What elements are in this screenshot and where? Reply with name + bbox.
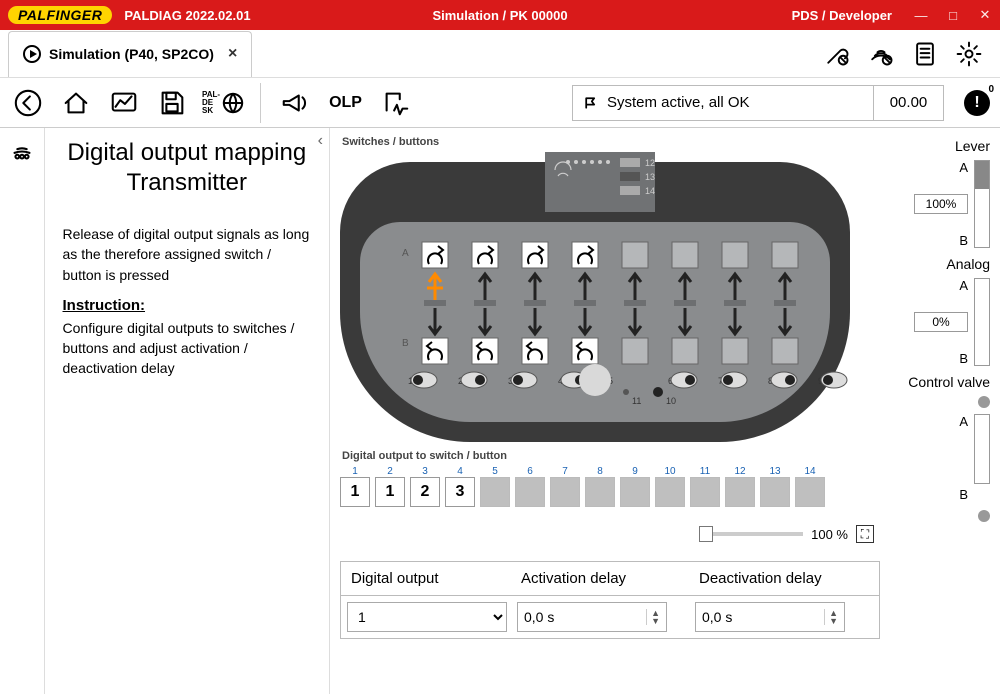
play-icon [23,45,41,63]
digout-cell-5[interactable]: 5 [480,466,510,507]
alerts-count: 0 [988,84,994,95]
paldesk-l3: SK [202,106,213,115]
document-icon[interactable] [910,39,940,69]
svg-text:13: 13 [645,172,655,182]
analog-bar[interactable] [974,278,990,366]
status-value: 00.00 [873,86,943,120]
digout-cell-8[interactable]: 8 [585,466,615,507]
tab-label: Simulation (P40, SP2CO) [49,46,214,62]
digout-cell-13[interactable]: 13 [760,466,790,507]
digout-cell-3[interactable]: 32 [410,466,440,507]
cv-bar[interactable] [974,414,990,484]
col-activation-delay: Activation delay [511,562,689,595]
minimize-button[interactable]: ― [914,8,928,23]
page-description: Release of digital output signals as lon… [63,224,311,285]
svg-text:A: A [402,248,409,259]
cv-dot-bot [978,510,990,522]
maximize-button[interactable]: □ [946,8,960,23]
chart-button[interactable] [106,85,142,121]
left-rail [0,128,45,694]
switches-label: Switches / buttons [342,136,880,148]
analog-b-label: B [959,351,968,366]
collapse-icon[interactable]: ‹ [318,132,323,150]
lever-title: Lever [886,138,990,154]
digout-cell-7[interactable]: 7 [550,466,580,507]
titlebar: PALFINGER PALDIAG 2022.02.01 Simulation … [0,0,1000,30]
col-digital-output: Digital output [341,562,511,595]
lever-pct: 100% [914,194,968,214]
back-button[interactable] [10,85,46,121]
digout-cell-11[interactable]: 11 [690,466,720,507]
status-text: System active, all OK [607,94,750,111]
digout-cell-6[interactable]: 6 [515,466,545,507]
analog-pct: 0% [914,312,968,332]
digout-label: Digital output to switch / button [342,450,880,462]
brand-logo: PALFINGER [8,6,112,24]
digital-output-select[interactable]: 1 [347,602,507,632]
tab-strip: Simulation (P40, SP2CO) × [0,30,1000,78]
title-center: Simulation / PK 00000 [432,8,567,23]
col-deactivation-delay: Deactivation delay [689,562,867,595]
app-name: PALDIAG 2022.02.01 [124,8,250,23]
digout-cell-4[interactable]: 43 [445,466,475,507]
settings-icon[interactable] [954,39,984,69]
alerts-button[interactable]: ! 0 [964,90,990,116]
role-label: PDS / Developer [792,8,892,23]
lever-b-label: B [959,233,968,248]
home-button[interactable] [58,85,94,121]
deactivation-delay-input[interactable]: 0,0 s▲▼ [695,602,845,632]
digout-cell-12[interactable]: 12 [725,466,755,507]
digout-cell-9[interactable]: 9 [620,466,650,507]
lever-a-label: A [959,160,968,175]
connect-icon[interactable] [822,39,852,69]
digout-cell-1[interactable]: 11 [340,466,370,507]
svg-text:11: 11 [632,396,641,406]
activation-delay-input[interactable]: 0,0 s▲▼ [517,602,667,632]
digout-row: 11213243567891011121314 [340,466,880,507]
horn-button[interactable] [277,85,313,121]
cv-title: Control valve [886,374,990,390]
param-table: Digital output Activation delay Deactiva… [340,561,880,639]
svg-text:10: 10 [666,396,676,406]
side-panel: ‹ Digital output mappingTransmitter Rele… [45,128,330,694]
digout-cell-10[interactable]: 10 [655,466,685,507]
close-button[interactable]: ✕ [978,7,992,23]
cv-b-label: B [959,487,968,502]
save-button[interactable] [154,85,190,121]
transmitter-nav-icon[interactable] [7,136,37,162]
page-title: Digital output mappingTransmitter [63,138,311,198]
work-area: Switches / buttons 12 13 14 [330,128,1000,694]
analog-a-label: A [959,278,968,293]
tab-close-icon[interactable]: × [228,45,237,63]
status-bar: System active, all OK 00.00 [572,85,944,121]
cv-a-label: A [959,414,968,429]
svg-text:B: B [402,338,409,349]
tab-simulation[interactable]: Simulation (P40, SP2CO) × [8,31,252,77]
fullscreen-icon[interactable]: ⛶ [856,525,874,543]
instruction-heading: Instruction: [63,297,311,314]
svg-text:14: 14 [645,186,655,196]
analog-title: Analog [886,256,990,272]
broadcast-icon[interactable] [866,39,896,69]
zoom-slider[interactable] [703,532,803,536]
crane-pulse-button[interactable] [378,85,414,121]
zoom-value: 100 % [811,527,848,542]
lever-bar[interactable] [974,160,990,248]
nav-toolbar: PAL- DE SK OLP System active, all OK 00.… [0,78,1000,128]
instruction-text: Configure digital outputs to switches / … [63,318,311,379]
remote-graphic: 12 13 14 A B 123467895 [340,152,850,442]
right-column: Lever A 100% B Analog A 0% B Control val… [880,134,990,639]
svg-text:12: 12 [645,158,655,168]
cv-dot-top [978,396,990,408]
paldesk-button[interactable]: PAL- DE SK [202,85,244,121]
digout-cell-14[interactable]: 14 [795,466,825,507]
digout-cell-2[interactable]: 21 [375,466,405,507]
olp-button[interactable]: OLP [325,94,366,112]
